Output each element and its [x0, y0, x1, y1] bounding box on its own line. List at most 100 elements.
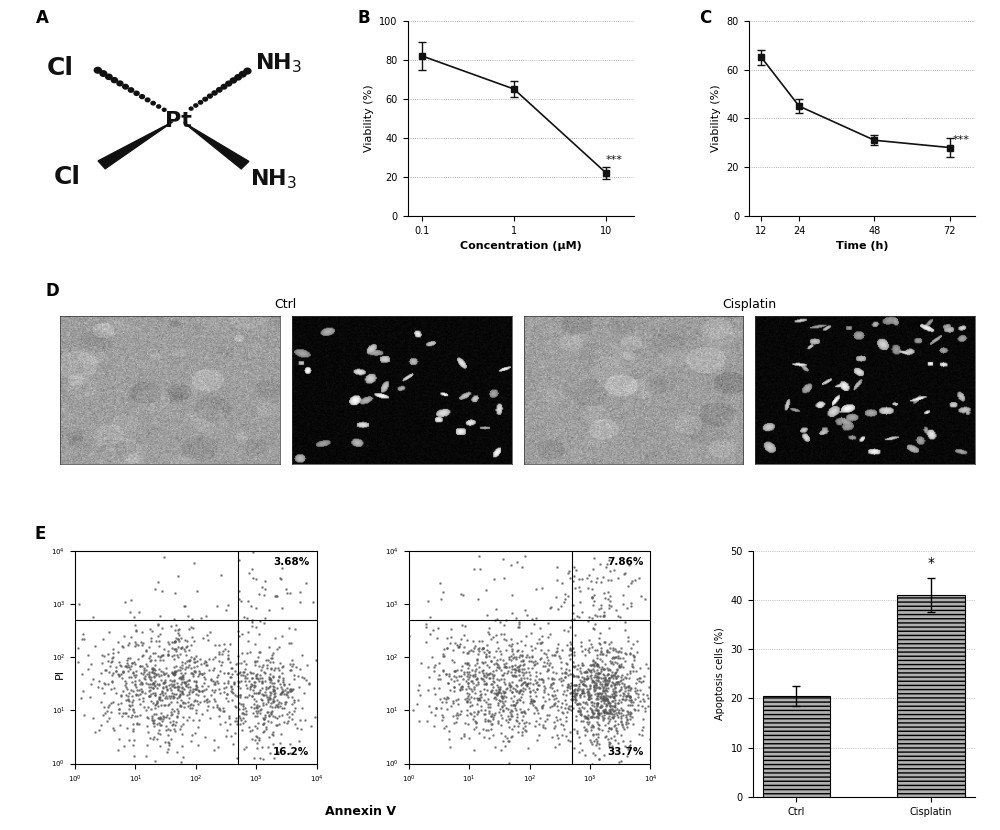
Point [503, 653, 519, 666]
Point [615, 588, 631, 602]
Point [537, 721, 553, 735]
Point [142, 684, 158, 697]
Point [255, 658, 271, 671]
Point [607, 701, 623, 714]
Point [603, 721, 619, 735]
Point [187, 656, 203, 669]
Point [584, 710, 600, 723]
Point [249, 710, 265, 723]
Point [157, 675, 173, 688]
Point [598, 683, 614, 696]
Point [197, 730, 213, 744]
Point [473, 691, 489, 704]
Point [480, 724, 496, 737]
Point [124, 675, 140, 688]
Point [550, 603, 566, 616]
Point [533, 651, 549, 664]
Point [458, 674, 474, 687]
Point [606, 691, 622, 704]
Point [489, 653, 505, 666]
Point [428, 701, 444, 715]
Point [265, 682, 281, 696]
Point [244, 671, 260, 685]
Point [522, 672, 538, 686]
Point [527, 700, 543, 713]
Point [480, 715, 496, 728]
Point [244, 613, 260, 627]
Point [497, 659, 513, 672]
Point [591, 661, 607, 674]
Point [216, 685, 232, 698]
Point [459, 657, 475, 671]
Point [624, 657, 640, 671]
Point [611, 659, 627, 672]
Point [120, 651, 136, 664]
Point [118, 681, 134, 694]
Point [187, 694, 203, 707]
Point [587, 656, 603, 669]
Point [454, 680, 470, 693]
Point [585, 657, 601, 671]
Point [566, 742, 582, 755]
Point [501, 676, 517, 690]
Point [541, 708, 557, 721]
Point [511, 716, 527, 730]
Point [446, 681, 462, 694]
Point [111, 732, 127, 745]
Point [162, 673, 178, 686]
Point [571, 680, 587, 693]
Point [104, 652, 120, 665]
Point [173, 755, 189, 769]
Point [484, 684, 500, 697]
Point [232, 711, 248, 725]
Point [481, 667, 497, 681]
Point [556, 623, 572, 637]
Point [164, 702, 180, 715]
Point [482, 671, 498, 685]
Point [484, 708, 500, 721]
Point [74, 667, 90, 681]
Point [545, 676, 561, 690]
Point [173, 699, 189, 712]
Point [132, 659, 148, 672]
Point [508, 713, 524, 726]
Point [168, 642, 184, 656]
Point [633, 675, 649, 688]
Point [599, 669, 615, 682]
Point [579, 725, 595, 738]
Point [442, 636, 458, 649]
Point [528, 676, 544, 690]
Point [518, 651, 534, 664]
Point [166, 680, 182, 693]
Point [587, 687, 603, 701]
Point [201, 652, 217, 666]
Point [274, 601, 290, 614]
Point [146, 671, 162, 684]
Point [553, 701, 569, 714]
Point [560, 701, 576, 715]
Point [277, 684, 293, 697]
Point [445, 695, 461, 708]
Point [459, 691, 475, 705]
Point [158, 710, 174, 724]
Point [144, 711, 160, 725]
Point [597, 683, 613, 696]
Point [111, 668, 127, 681]
Point [125, 704, 141, 717]
Point [453, 664, 469, 677]
Point [184, 631, 200, 644]
Point [485, 670, 501, 683]
Point [156, 676, 172, 689]
Point [153, 698, 169, 711]
Point [494, 690, 510, 703]
Circle shape [94, 67, 101, 73]
Point [237, 671, 253, 685]
Point [495, 552, 511, 565]
Point [401, 629, 417, 642]
Point [601, 703, 617, 716]
Point [257, 675, 273, 688]
Point [591, 686, 607, 699]
Point [142, 654, 158, 667]
Point [614, 692, 630, 705]
Point [607, 684, 623, 697]
